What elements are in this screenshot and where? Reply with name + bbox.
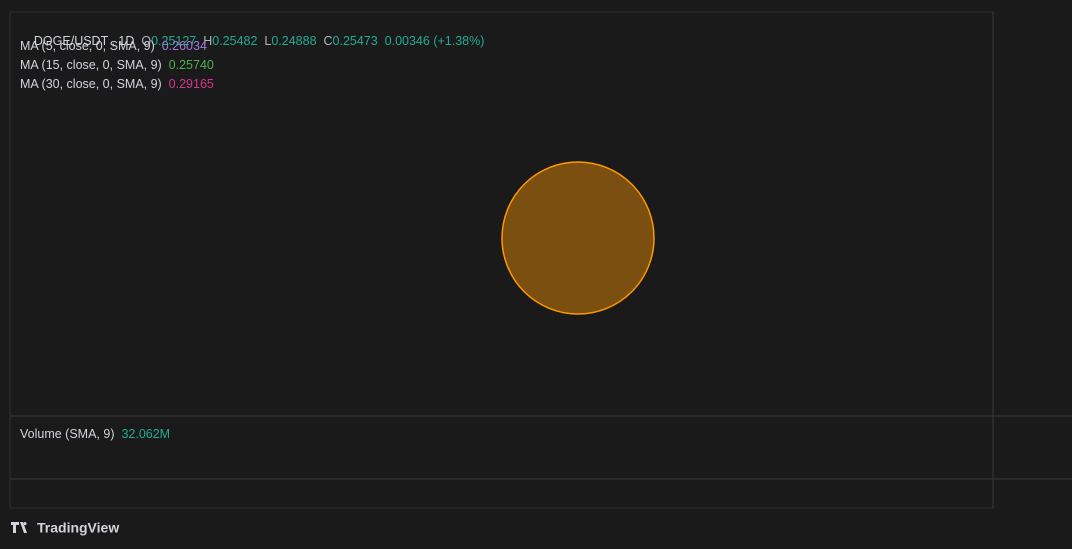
ma-legend-1: MA (15, close, 0, SMA, 9) 0.25740 — [20, 58, 214, 72]
c-prefix: C — [323, 34, 333, 48]
ma-name: MA (5, close, 0, SMA, 9) — [20, 39, 155, 53]
ma-legend-2: MA (30, close, 0, SMA, 9) 0.29165 — [20, 77, 214, 91]
l-prefix: L — [264, 34, 272, 48]
l-value: 0.24888 — [271, 34, 317, 48]
o-prefix: O — [141, 34, 152, 48]
ma-name: MA (15, close, 0, SMA, 9) — [20, 58, 162, 72]
highlight-circle — [501, 161, 655, 315]
ma-name: MA (30, close, 0, SMA, 9) — [20, 77, 162, 91]
o-value: 0.25127 — [151, 34, 197, 48]
pane-frame — [9, 11, 994, 509]
logo — [11, 522, 27, 533]
volume-name: Volume (SMA, 9) — [20, 427, 115, 441]
volume-value: 32.062M — [121, 427, 171, 441]
h-value: 0.25482 — [212, 34, 258, 48]
symbol-header: DOGE/USDT , 1D O0.25127 H0.25482 L0.2488… — [20, 20, 484, 62]
ma-legend-0: MA (5, close, 0, SMA, 9) 0.26034 — [20, 39, 207, 53]
branding: TradingView — [11, 520, 119, 536]
ma-value: 0.25740 — [168, 58, 214, 72]
symbol: DOGE/USDT , 1D — [33, 34, 135, 48]
brand-name: TradingView — [37, 520, 119, 536]
change: 0.00346 (+1.38%) — [384, 34, 485, 48]
h-prefix: H — [203, 34, 213, 48]
ma-value: 0.29165 — [168, 77, 214, 91]
volume-legend: Volume (SMA, 9) 32.062M — [20, 427, 170, 441]
ma-value: 0.26034 — [161, 39, 207, 53]
c-value: 0.25473 — [332, 34, 378, 48]
